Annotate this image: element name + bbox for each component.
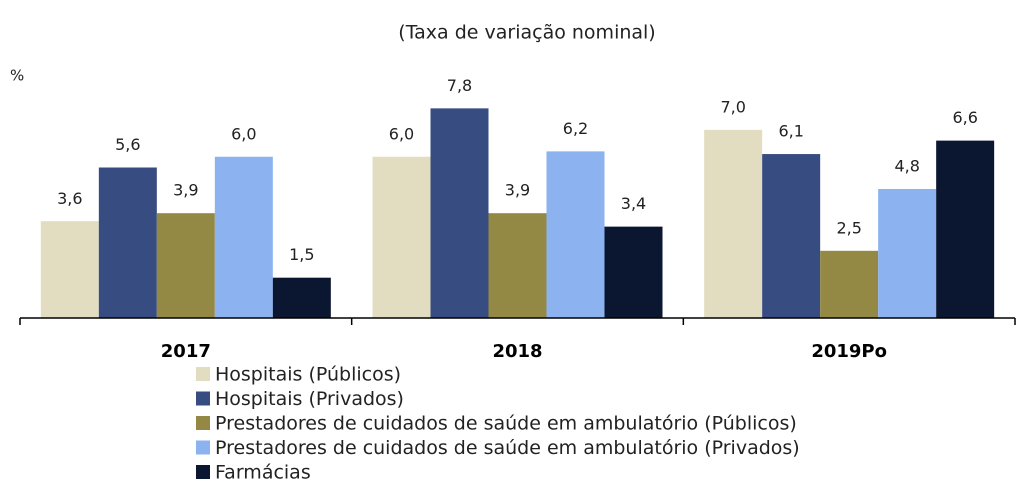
value-label: 5,6	[115, 135, 140, 154]
legend-swatch	[196, 416, 210, 430]
bar	[272, 277, 331, 318]
y-axis-label: %	[10, 67, 24, 85]
legend-swatch	[196, 465, 210, 479]
value-label: 6,0	[389, 124, 414, 143]
legend-label: Hospitais (Públicos)	[215, 364, 401, 386]
bar	[762, 154, 821, 318]
value-label: 3,9	[505, 181, 530, 200]
legend-label: Prestadores de cuidados de saúde em ambu…	[215, 413, 797, 435]
legend-swatch	[196, 367, 210, 381]
value-label: 6,6	[952, 108, 977, 127]
value-label: 7,8	[447, 76, 472, 95]
bar	[546, 151, 605, 318]
bar	[40, 221, 99, 318]
value-label: 1,5	[289, 245, 314, 264]
bar	[936, 140, 995, 318]
bar	[214, 156, 273, 318]
bar	[98, 167, 157, 318]
x-tick-label: 2018	[492, 341, 542, 362]
value-label: 6,2	[563, 119, 588, 138]
value-label: 6,0	[231, 124, 256, 143]
bar	[820, 250, 879, 318]
bar	[704, 129, 763, 318]
bar	[372, 156, 431, 318]
bar	[604, 226, 663, 318]
value-label: 6,1	[778, 122, 803, 141]
legend-label: Prestadores de cuidados de saúde em ambu…	[215, 437, 800, 459]
value-label: 2,5	[836, 218, 861, 237]
x-tick-label: 2017	[161, 341, 211, 362]
value-label: 3,6	[57, 189, 82, 208]
value-label: 3,9	[173, 181, 198, 200]
value-label: 4,8	[894, 157, 919, 176]
bar	[488, 213, 547, 318]
bar	[156, 213, 215, 318]
legend-label: Hospitais (Privados)	[215, 388, 404, 410]
legend-swatch	[196, 440, 210, 455]
value-label: 7,0	[720, 97, 745, 116]
x-tick-label: 2019Po	[811, 341, 887, 362]
legend-swatch	[196, 391, 210, 406]
bar	[878, 189, 937, 318]
value-label: 3,4	[621, 194, 646, 213]
legend-label: Farmácias	[215, 462, 311, 484]
bar	[430, 108, 489, 318]
chart-title: (Taxa de variação nominal)	[398, 22, 655, 44]
